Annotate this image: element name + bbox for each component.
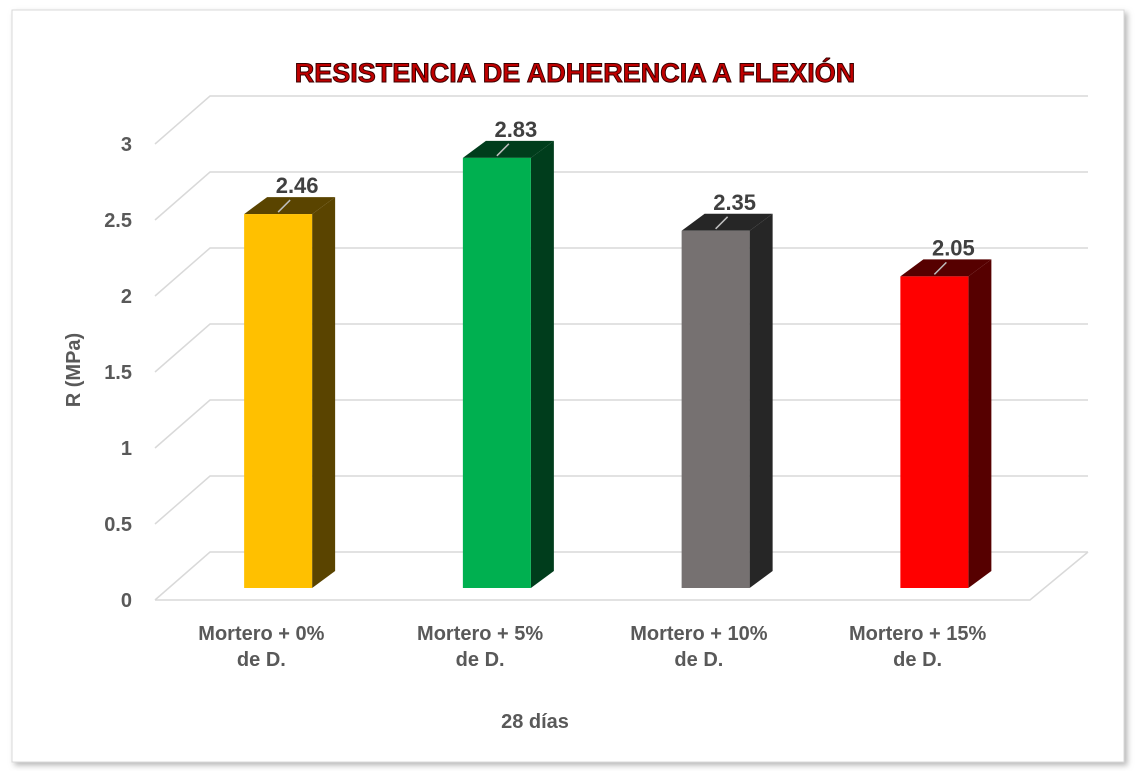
floor-edge: [155, 551, 1089, 601]
x-tick-label: Mortero + 5%: [417, 623, 543, 645]
label-leader: [715, 216, 729, 230]
data-label: 2.83: [494, 117, 537, 142]
x-tick-label: de D.: [674, 649, 723, 671]
y-tick-label: 2: [121, 286, 132, 308]
grid-line: [154, 95, 1088, 145]
grid-line: [154, 399, 1088, 449]
y-tick-label: 1.5: [104, 362, 132, 384]
bar-side: [749, 213, 773, 589]
y-tick-label: 1: [121, 438, 132, 460]
bar-side: [530, 140, 554, 588]
y-tick-label: 0.5: [104, 514, 132, 536]
data-label: 2.35: [713, 190, 756, 215]
bar: [244, 214, 313, 588]
grid-line: [154, 475, 1088, 525]
y-tick-label: 0: [121, 590, 132, 612]
x-tick-label: de D.: [237, 649, 286, 671]
label-leader: [496, 143, 510, 157]
bar: [900, 276, 969, 588]
bar: [462, 157, 531, 588]
y-tick-label: 2.5: [104, 210, 132, 232]
label-leader: [277, 199, 291, 213]
grid-line: [154, 247, 1088, 297]
bar-top: [681, 213, 773, 231]
x-tick-label: Mortero + 0%: [198, 623, 324, 645]
y-axis-title: R (MPa): [63, 333, 85, 407]
bar: [681, 230, 750, 589]
x-tick-label: Mortero + 10%: [630, 623, 767, 645]
bar-side: [312, 197, 336, 588]
y-tick-label: 3: [121, 134, 132, 156]
data-label: 2.46: [276, 173, 319, 198]
grid-line: [154, 551, 1088, 601]
bar-top: [462, 140, 554, 158]
x-tick-label: de D.: [893, 649, 942, 671]
label-leader: [933, 261, 947, 275]
bar-side: [968, 259, 992, 588]
chart-title: RESISTENCIA DE ADHERENCIA A FLEXIÓN: [295, 57, 856, 88]
data-label: 2.05: [932, 235, 975, 260]
bar-top: [900, 259, 992, 277]
bar-top: [244, 197, 336, 215]
grid-line: [154, 171, 1088, 221]
x-axis-title: 28 días: [501, 711, 569, 733]
x-tick-label: de D.: [456, 649, 505, 671]
grid-line: [154, 323, 1088, 373]
x-tick-label: Mortero + 15%: [849, 623, 986, 645]
